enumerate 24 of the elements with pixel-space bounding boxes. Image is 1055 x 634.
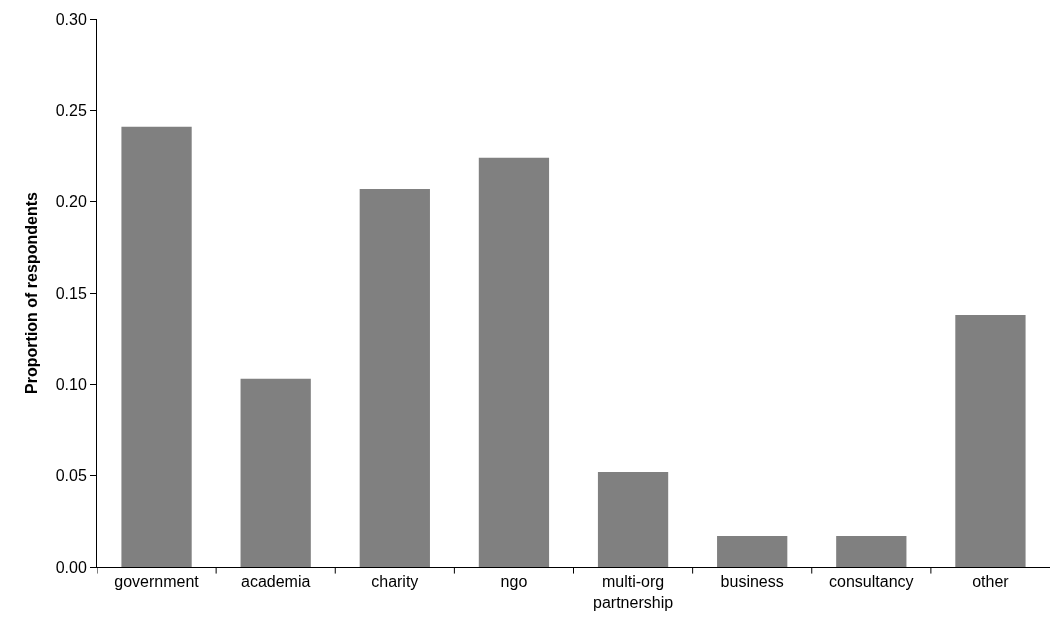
x-tick-label: ngo bbox=[500, 573, 528, 591]
y-tick-label: 0.05 bbox=[55, 467, 87, 485]
y-tick-label: 0.00 bbox=[55, 558, 87, 576]
x-tick-label: consultancy bbox=[829, 573, 914, 591]
bar bbox=[240, 378, 311, 567]
x-tick-label: business bbox=[720, 573, 784, 591]
x-tick-label: multi-org partnership bbox=[593, 573, 674, 611]
bar bbox=[359, 188, 430, 567]
bar bbox=[478, 157, 550, 567]
y-tick-label: 0.25 bbox=[55, 101, 87, 119]
bar bbox=[121, 126, 192, 567]
y-tick-label: 0.30 bbox=[55, 10, 87, 28]
bar bbox=[836, 535, 907, 567]
bar bbox=[955, 314, 1026, 567]
y-axis-title: Proportion of respondents bbox=[22, 192, 40, 394]
x-tick-label: academia bbox=[241, 573, 311, 591]
y-tick-label: 0.15 bbox=[55, 284, 87, 302]
x-tick-label: other bbox=[972, 573, 1010, 591]
x-tick-label: charity bbox=[371, 573, 419, 591]
y-tick-label: 0.10 bbox=[55, 375, 87, 393]
y-tick-label: 0.20 bbox=[55, 193, 87, 211]
bar bbox=[717, 535, 788, 567]
bar bbox=[597, 472, 669, 567]
x-tick-label: government bbox=[114, 573, 200, 591]
